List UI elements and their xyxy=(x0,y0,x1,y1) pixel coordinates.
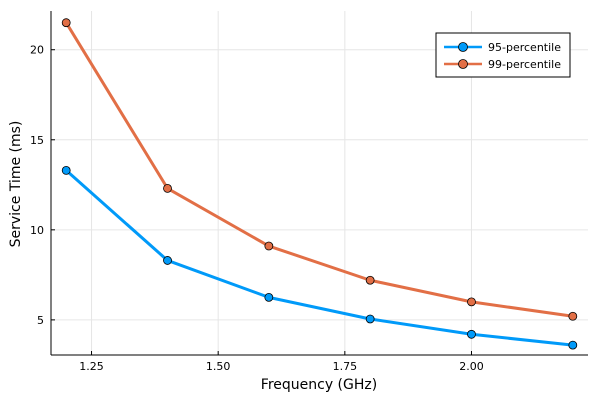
data-point-95-percentile xyxy=(61,165,71,175)
x-tick-label: 1.75 xyxy=(333,360,358,373)
data-point-99-percentile xyxy=(467,297,476,307)
data-point-95-percentile xyxy=(568,340,578,350)
data-point-95-percentile xyxy=(264,292,274,302)
x-tick-label: 1.25 xyxy=(79,360,104,373)
x-axis-title: Frequency (GHz) xyxy=(261,377,377,393)
data-point-99-percentile xyxy=(568,311,578,321)
axes xyxy=(50,11,588,356)
legend-marker-99-percentile xyxy=(458,59,468,69)
legend-label-99-percentile: 99-percentile xyxy=(488,58,561,71)
data-point-99-percentile xyxy=(163,184,172,193)
y-tick-label: 20 xyxy=(30,44,44,57)
x-ticks: 1.25 1.50 1.75 2.00 xyxy=(79,351,484,373)
data-point-99-percentile xyxy=(61,18,71,28)
legend: 95-percentile 99-percentile xyxy=(435,32,571,78)
y-ticks: 5 10 15 20 xyxy=(30,44,55,327)
legend-entry-95-percentile: 95-percentile xyxy=(444,41,561,54)
x-tick-label: 2.00 xyxy=(459,360,484,373)
legend-label-95-percentile: 95-percentile xyxy=(488,41,561,54)
data-point-95-percentile xyxy=(163,256,172,265)
legend-entry-99-percentile: 99-percentile xyxy=(444,58,561,71)
y-tick-label: 10 xyxy=(30,224,44,237)
series-line-95-percentile xyxy=(64,168,575,347)
y-tick-label: 15 xyxy=(30,134,44,147)
data-point-95-percentile xyxy=(365,314,375,324)
legend-marker-95-percentile xyxy=(458,42,468,52)
y-axis-title: Service Time (ms) xyxy=(8,121,24,248)
data-point-99-percentile xyxy=(365,275,375,285)
series-line-99-percentile xyxy=(64,21,575,318)
data-point-99-percentile xyxy=(264,241,274,251)
y-tick-label: 5 xyxy=(37,314,44,327)
series xyxy=(61,18,578,350)
x-tick-label: 1.50 xyxy=(206,360,231,373)
data-point-95-percentile xyxy=(467,329,476,339)
legend-box xyxy=(435,32,571,78)
